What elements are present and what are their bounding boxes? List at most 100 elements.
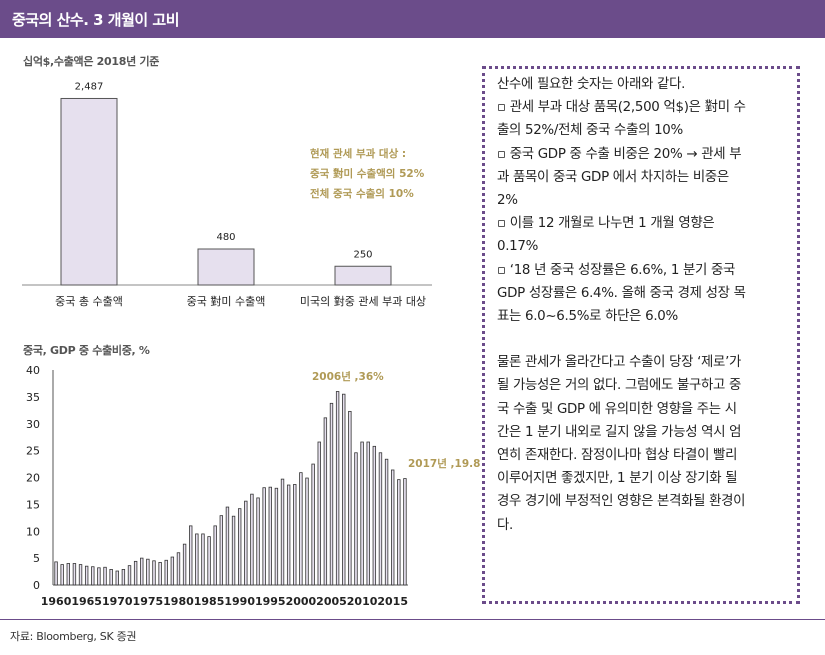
bar: [323, 417, 328, 586]
bar: [146, 558, 150, 586]
bar: [66, 563, 70, 586]
chart1-title: 십억$,수출액은 2018년 기준: [23, 55, 160, 68]
x-tick-label: 2010: [347, 595, 378, 608]
data-label: 250: [353, 249, 372, 260]
bar: [78, 564, 83, 586]
bar: [72, 563, 77, 586]
x-tick-label: 1960: [41, 595, 72, 608]
text-line: [497, 328, 791, 351]
text-line: 산수에 필요한 숫자는 아래와 같다.: [497, 77, 686, 92]
x-tick-label: 1975: [133, 595, 164, 608]
bar: [329, 402, 334, 586]
text-line: ▫ 이를 12 개월로 나누면 1 개월 영향은: [497, 216, 715, 232]
bar: [140, 557, 144, 586]
bar: [176, 552, 181, 586]
text-line: 2%: [497, 193, 518, 209]
bar: [299, 472, 303, 586]
bar: [170, 556, 175, 586]
bar: [207, 536, 211, 586]
bar: [280, 478, 285, 586]
category-label: 중국 對미 수출액: [187, 294, 266, 308]
text-line: 간은 1 분기 내외로 길지 않을 가능성 역시 엄: [497, 424, 742, 440]
bar: [372, 445, 377, 586]
bar: [384, 458, 389, 586]
bar: [334, 265, 392, 286]
bar: [84, 565, 89, 586]
bar: [219, 515, 224, 586]
bar: [237, 508, 242, 586]
text-line: 0.17%: [497, 239, 539, 255]
bar: [354, 452, 358, 586]
bar: [305, 477, 309, 586]
text-line: 표는 6.0~6.5%로 하단은 6.0%: [497, 309, 678, 325]
x-tick-label: 1990: [224, 595, 255, 608]
bar: [133, 560, 138, 586]
bar: [60, 97, 118, 286]
x-tick-label: 2005: [316, 595, 347, 608]
chart2-title: 중국, GDP 중 수출비중, %: [23, 344, 150, 357]
bar: [91, 566, 95, 586]
y-tick-label: 30: [26, 418, 40, 431]
x-tick-label: 1980: [163, 595, 194, 608]
x-tick-label: 2000: [286, 595, 317, 608]
bar: [397, 479, 401, 586]
y-tick-label: 25: [26, 445, 40, 458]
export-share-bar-chart: 0 5 10 15 20 25 30 35 40 1960 1965 1970 1975 1980 1985…: [26, 364, 480, 608]
category-label: 미국의 對중 관세 부과 대상: [300, 294, 426, 308]
bar: [182, 543, 187, 586]
text-line: 경우 경기에 부정적인 영향은 본격화될 환경이: [497, 494, 746, 510]
bar: [262, 487, 266, 586]
data-label: 2,487: [75, 81, 104, 92]
bar: [127, 565, 132, 586]
bar: [286, 484, 291, 586]
bar: [195, 533, 199, 586]
export-bar-chart: 2,487 중국 총 수출액 480 중국 對미 수출액 250 미국의 對중 관세 부과…: [22, 81, 432, 308]
bar: [231, 515, 236, 586]
category-label: 중국 총 수출액: [55, 295, 123, 308]
text-line: 과 품목이 중국 GDP 에서 차지하는 비중은: [497, 169, 729, 185]
text-line: ▫ 관세 부과 대상 품목(2,500 억$)은 對미 수: [497, 100, 746, 116]
source-note: 자료: Bloomberg, SK 증권: [10, 630, 137, 643]
bar: [189, 525, 193, 586]
annotation-peak: 2006년 ,36%: [312, 370, 384, 383]
bar: [378, 452, 383, 586]
bar: [335, 391, 340, 586]
bar: [103, 566, 107, 586]
bar: [54, 561, 58, 586]
text-line: 물론 관세가 올라간다고 수출이 당장 ‘제로’가: [497, 355, 742, 371]
bar: [366, 441, 370, 586]
bar: [360, 441, 364, 586]
x-tick-label: 2015: [377, 595, 408, 608]
bar: [152, 560, 156, 586]
bar: [403, 478, 407, 586]
title-bar: 중국의 산수. 3 개월이 고비: [0, 0, 825, 38]
bar: [256, 497, 260, 586]
x-tick-label: 1995: [255, 595, 286, 608]
y-tick-label: 0: [33, 579, 40, 592]
y-tick-label: 10: [26, 525, 40, 538]
bar: [213, 525, 217, 586]
bar: [244, 500, 248, 586]
annotation-text: 현재 관세 부과 대상 :: [310, 147, 406, 160]
x-tick-label: 1970: [102, 595, 133, 608]
text-box: 산수에 필요한 숫자는 아래와 같다. ▫ 관세 부과 대상 품목(2,500 억…: [482, 66, 800, 604]
bar: [317, 441, 321, 586]
bar: [201, 533, 205, 586]
bar: [164, 559, 168, 586]
text-line: 될 가능성은 거의 없다. 그럼에도 불구하고 중: [497, 378, 742, 394]
y-tick-label: 20: [26, 472, 40, 485]
y-tick-label: 40: [26, 364, 40, 377]
text-line: 연히 존재한다. 잠정이나마 협상 타결이 빨리: [497, 448, 738, 464]
text-line: ▫ 중국 GDP 중 수출 비중은 20% → 관세 부: [497, 146, 742, 162]
bar: [250, 493, 254, 586]
text-line: ▫ ‘18 년 중국 성장률은 6.6%, 1 분기 중국: [497, 262, 736, 278]
text-line: 출의 52%/전체 중국 수출의 10%: [497, 123, 683, 139]
bar: [197, 248, 255, 286]
bar: [109, 569, 113, 586]
y-tick-label: 35: [26, 391, 40, 404]
annotation-text: 중국 對미 수출액의 52%: [310, 167, 425, 180]
annotation-latest: 2017년 ,19.8%: [408, 457, 480, 470]
bar: [348, 410, 352, 586]
text-line: 국 수출 및 GDP 에 유의미한 영향을 주는 시: [497, 401, 737, 417]
bottom-divider: [0, 619, 825, 620]
